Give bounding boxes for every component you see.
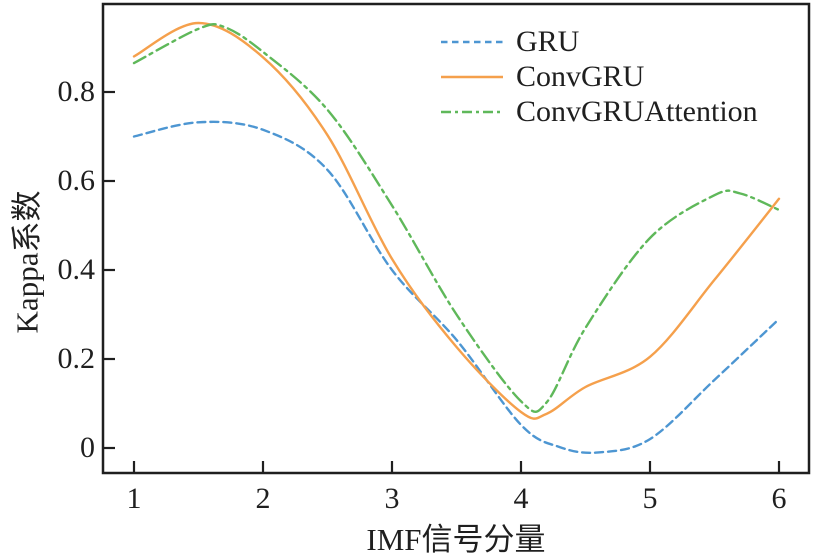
legend-label-gru: GRU bbox=[516, 24, 580, 58]
legend-item-convgruattention: ConvGRUAttention bbox=[440, 94, 758, 129]
legend-item-gru: GRU bbox=[440, 24, 758, 59]
series-line-gru bbox=[132, 120, 781, 455]
legend-line-sample-convgru bbox=[441, 75, 503, 78]
legend-label-convgruattention: ConvGRUAttention bbox=[516, 94, 758, 128]
x-tick-label: 4 bbox=[513, 482, 529, 515]
y-tick-label: 0 bbox=[80, 431, 95, 464]
legend-line-sample-gru bbox=[441, 40, 503, 43]
y-tick-label: 0.6 bbox=[57, 164, 96, 197]
x-axis-label: IMF信号分量 bbox=[366, 522, 546, 555]
legend-item-convgru: ConvGRU bbox=[440, 59, 758, 94]
legend: GRU ConvGRU ConvGRUAttention bbox=[440, 24, 758, 129]
y-tick-label: 0.2 bbox=[57, 342, 96, 375]
plot-border bbox=[101, 2, 811, 475]
x-tick-label: 2 bbox=[255, 482, 271, 515]
series-line-convgru bbox=[132, 21, 781, 420]
y-tick-label: 0.4 bbox=[57, 253, 96, 286]
legend-line-sample-convgruattention bbox=[441, 110, 503, 113]
x-tick-label: 1 bbox=[126, 482, 142, 515]
x-tick-label: 5 bbox=[642, 482, 658, 515]
x-tick-label: 6 bbox=[771, 482, 787, 515]
legend-label-convgru: ConvGRU bbox=[516, 59, 645, 93]
y-tick-label: 0.8 bbox=[57, 75, 96, 108]
x-tick-label: 3 bbox=[384, 482, 400, 515]
series-line-convgruattention bbox=[132, 23, 781, 413]
